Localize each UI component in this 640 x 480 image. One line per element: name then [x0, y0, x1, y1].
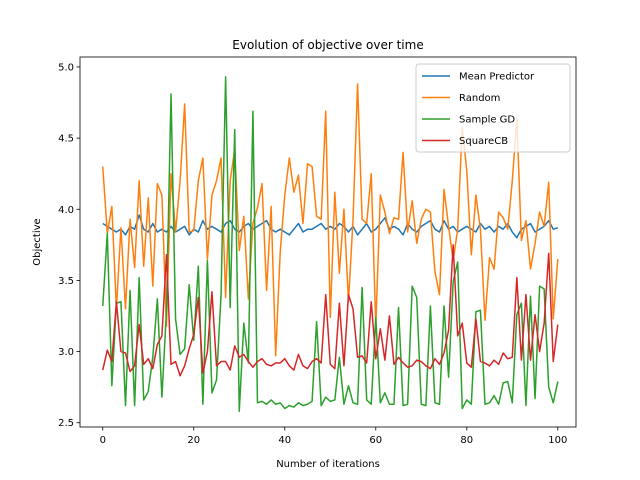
series-line-mean-predictor — [102, 214, 559, 239]
y-tick-label: 4.5 — [58, 134, 74, 145]
legend-label-random: Random — [459, 93, 500, 104]
y-axis-label: Objective — [32, 218, 43, 265]
series-line-sample-gd — [102, 76, 559, 413]
chart-title: Evolution of objective over time — [232, 38, 423, 52]
legend: Mean Predictor Random Sample GD SquareCB — [415, 63, 571, 153]
x-axis-label: Number of iterations — [276, 459, 380, 470]
series-line-random — [102, 83, 559, 357]
y-tick-label: 5.0 — [58, 62, 74, 73]
x-tick-label: 80 — [460, 435, 473, 446]
x-tick-label: 60 — [369, 435, 382, 446]
plot-area: 0 20 40 60 80 100 2.5 3.0 3.5 4.0 4.5 5.0 — [58, 56, 577, 446]
legend-label-sample-gd: Sample GD — [459, 115, 515, 126]
legend-box — [415, 63, 571, 153]
y-tick-label: 3.5 — [58, 276, 74, 287]
x-tick-label: 40 — [278, 435, 291, 446]
plot-frame — [79, 56, 577, 428]
y-tick-label: 4.0 — [58, 205, 74, 216]
legend-label-mean-predictor: Mean Predictor — [459, 72, 535, 83]
series-line-squarecb — [102, 244, 559, 377]
x-tick-label: 100 — [548, 435, 567, 446]
legend-label-squarecb: SquareCB — [459, 136, 508, 147]
x-tick-label: 0 — [100, 435, 106, 446]
y-tick-label: 3.0 — [58, 347, 74, 358]
x-tick-label: 20 — [187, 435, 200, 446]
y-tick-label: 2.5 — [58, 418, 74, 429]
